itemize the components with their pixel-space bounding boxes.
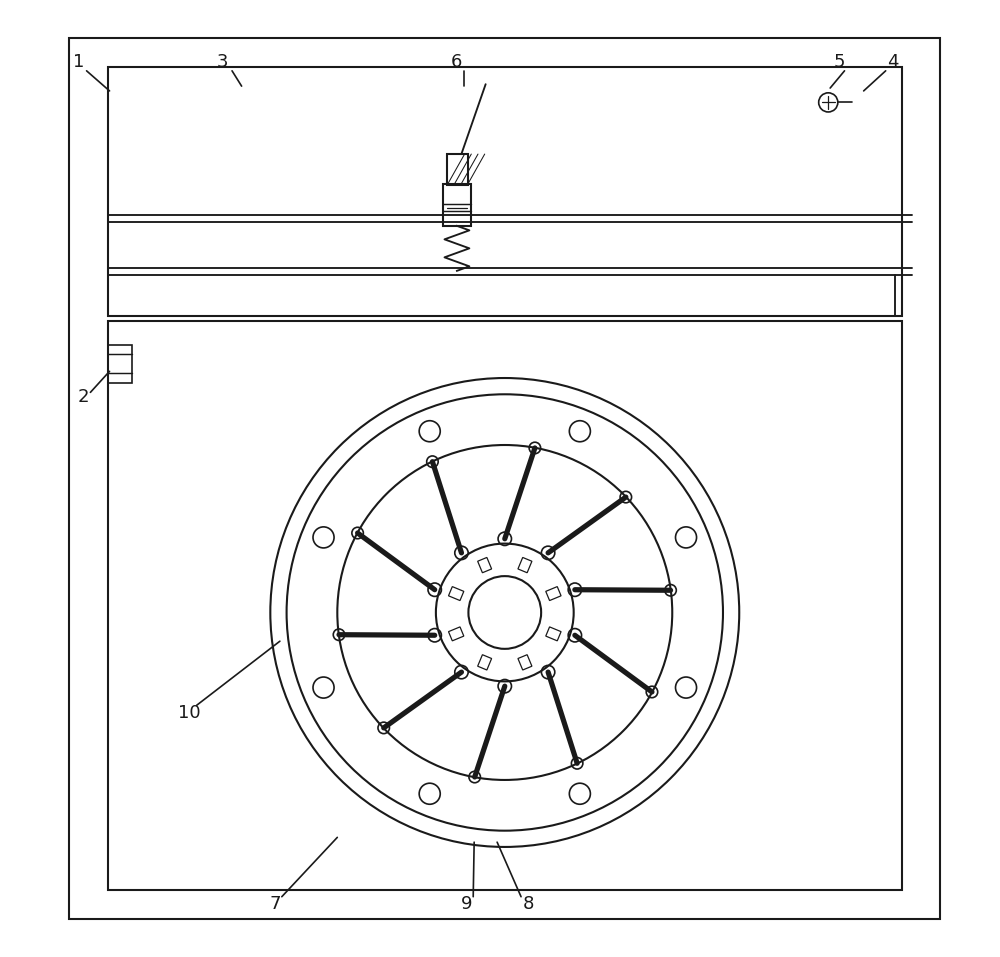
Text: 4: 4 [887,54,898,71]
Bar [546,587,561,601]
Text: 5: 5 [834,54,845,71]
Bar [478,655,492,670]
Bar [449,627,464,641]
Bar [443,184,471,226]
Text: 8: 8 [523,896,534,913]
Bar [518,655,532,670]
Bar [447,154,468,185]
Bar [108,345,132,383]
Text: 2: 2 [78,389,89,406]
Text: 3: 3 [217,54,228,71]
Text: 10: 10 [178,704,200,722]
Bar [108,67,902,316]
Bar [449,587,464,601]
Text: 9: 9 [461,896,472,913]
Bar [108,321,902,890]
Bar [478,557,492,572]
Text: 7: 7 [269,896,281,913]
Bar [546,627,561,641]
Text: 1: 1 [73,54,85,71]
Text: 6: 6 [451,54,463,71]
Bar [518,557,532,572]
